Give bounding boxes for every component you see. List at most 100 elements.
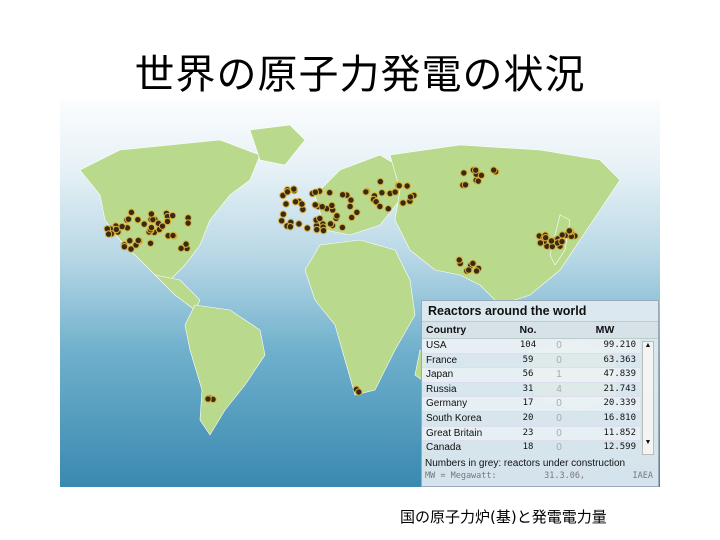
reactor-marker: [326, 220, 335, 228]
scrollbar[interactable]: ▲ ▼: [642, 341, 654, 455]
cell-no: 59: [522, 354, 534, 365]
reactor-marker: [536, 239, 545, 247]
reactor-marker: [147, 210, 156, 218]
reactor-marker: [325, 188, 334, 197]
reactor-marker: [204, 395, 212, 403]
reactor-marker: [277, 217, 286, 225]
world-map: Reactors around the world Country No. MW…: [60, 100, 660, 487]
table-row: France 59 0 63.363: [422, 354, 640, 369]
data-date: 31.3.06,: [544, 471, 586, 481]
construction-note: Numbers in grey: reactors under construc…: [425, 458, 626, 469]
slide-caption: 国の原子力炉(基)と発電電力量: [400, 508, 607, 526]
table-row: USA 104 0 99.210: [422, 339, 640, 354]
reactor-marker: [134, 236, 142, 245]
reactor-marker: [347, 213, 356, 222]
table-row: Canada 18 0 12.599: [422, 441, 640, 456]
reactor-marker: [362, 188, 370, 196]
cell-mw: 12.599: [603, 442, 636, 453]
reactor-marker: [477, 171, 486, 180]
reactor-marker: [406, 193, 415, 201]
cell-country: Germany: [426, 398, 468, 410]
cell-construction: 0: [556, 340, 562, 351]
slide-title: 世界の原子力発電の状況: [134, 52, 586, 98]
reactor-marker: [541, 233, 550, 242]
reactor-marker: [283, 188, 292, 196]
reactor-marker: [124, 215, 133, 223]
cell-no: 20: [522, 412, 534, 423]
cell-country: Great Britain: [426, 427, 483, 439]
panel-title: Reactors around the world: [428, 304, 587, 318]
continents: [79, 124, 621, 436]
cell-mw: 47.839: [603, 369, 636, 380]
reactor-marker: [112, 225, 121, 234]
reactor-marker: [313, 225, 321, 234]
cell-country: Russia: [426, 383, 457, 395]
table-row: Germany 17 0 20.339: [422, 397, 640, 412]
reactor-marker: [291, 198, 300, 206]
reactor-marker: [547, 237, 556, 245]
cell-no: 104: [519, 340, 537, 350]
africa: [304, 239, 416, 396]
reactor-marker: [338, 223, 347, 232]
reactor-marker: [184, 219, 192, 227]
reactor-marker: [147, 223, 156, 232]
reactor-marker: [353, 208, 361, 217]
reactor-marker: [472, 267, 481, 275]
reactor-marker: [558, 237, 566, 246]
reactor-marker: [318, 203, 326, 211]
mw-legend: MW = Megawatt:: [425, 471, 497, 481]
reactor-marker: [391, 188, 399, 196]
reactor-marker: [372, 198, 380, 206]
cell-country: Japan: [426, 369, 454, 381]
reactor-marker: [127, 245, 135, 253]
reactor-marker: [378, 188, 386, 197]
reactor-marker: [399, 199, 407, 207]
cell-mw: 99.210: [603, 340, 636, 350]
cell-construction: 4: [556, 383, 562, 395]
table-row: Russia 31 4 21.743: [422, 383, 640, 398]
cell-no: 56: [522, 369, 534, 380]
reactor-marker: [376, 177, 385, 186]
cell-country: Canada: [426, 442, 462, 454]
reactor-marker: [333, 212, 341, 220]
table-body: USA 104 0 99.210 France 59 0 63.363 Japan 56 1 47.8…: [422, 339, 640, 456]
reactor-marker: [126, 236, 134, 245]
cell-no: 18: [522, 442, 534, 453]
reactor-marker: [311, 201, 319, 209]
reactor-marker: [316, 214, 324, 223]
reactor-marker: [346, 202, 354, 211]
panel-footer: MW = Megawatt: 31.3.06, IAEA: [425, 471, 653, 481]
reactor-marker: [403, 182, 411, 190]
central-america: [154, 274, 201, 311]
reactors-table-panel: Reactors around the world Country No. MW…: [421, 300, 659, 487]
reactor-marker: [127, 208, 136, 217]
reactor-marker: [279, 210, 288, 218]
cell-construction: 0: [556, 427, 562, 439]
table-row: Great Britain 23 0 11.852: [422, 426, 640, 442]
reactor-marker: [338, 191, 347, 199]
scroll-down-icon[interactable]: ▼: [644, 439, 652, 446]
cell-construction: 0: [556, 354, 562, 366]
reactor-marker: [565, 227, 574, 235]
reactor-marker: [455, 256, 463, 264]
reactor-marker: [460, 169, 468, 177]
cell-construction: 0: [556, 412, 562, 424]
south-america: [184, 304, 266, 436]
reactor-marker: [461, 181, 470, 189]
reactor-marker: [298, 200, 306, 208]
reactor-marker: [169, 231, 177, 240]
greenland: [249, 124, 306, 166]
reactor-marker: [146, 239, 155, 247]
reactor-marker: [182, 240, 190, 248]
cell-construction: 0: [556, 398, 562, 410]
reactor-marker: [282, 200, 290, 208]
cell-mw: 11.852: [603, 427, 636, 438]
north-america: [79, 139, 261, 281]
scroll-up-icon[interactable]: ▲: [644, 342, 652, 349]
reactor-markers: [103, 166, 579, 404]
cell-construction: 0: [556, 442, 562, 454]
reactor-marker: [469, 259, 477, 268]
cell-no: 23: [522, 427, 534, 438]
reactor-marker: [395, 182, 403, 190]
reactor-marker: [384, 205, 392, 213]
